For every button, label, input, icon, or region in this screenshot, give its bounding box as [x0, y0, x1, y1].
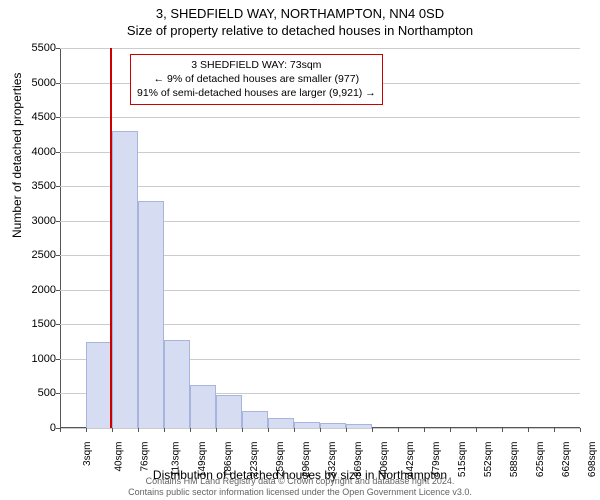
x-tick-mark — [346, 428, 347, 432]
y-tick-label: 2500 — [16, 249, 56, 261]
x-tick-mark — [138, 428, 139, 432]
x-tick-mark — [554, 428, 555, 432]
histogram-bar — [242, 411, 268, 428]
chart-title-subtitle: Size of property relative to detached ho… — [0, 23, 600, 38]
marker-line — [110, 48, 112, 428]
gridline-h — [60, 48, 580, 49]
annotation-line: ← 9% of detached houses are smaller (977… — [137, 72, 376, 86]
annotation-box: 3 SHEDFIELD WAY: 73sqm← 9% of detached h… — [130, 54, 383, 105]
y-tick-label: 0 — [16, 422, 56, 434]
y-tick-label: 5500 — [16, 42, 56, 54]
plot-area: 0500100015002000250030003500400045005000… — [60, 48, 580, 428]
x-tick-mark — [502, 428, 503, 432]
footer-line-2: Contains public sector information licen… — [0, 487, 600, 498]
x-tick-mark — [268, 428, 269, 432]
footer-attribution: Contains HM Land Registry data © Crown c… — [0, 476, 600, 498]
histogram-bar — [112, 131, 138, 428]
x-tick-mark — [190, 428, 191, 432]
x-tick-mark — [372, 428, 373, 432]
y-tick-mark — [56, 290, 60, 291]
x-tick-mark — [450, 428, 451, 432]
y-tick-label: 1500 — [16, 318, 56, 330]
histogram-bar — [164, 340, 190, 428]
chart-title-block: 3, SHEDFIELD WAY, NORTHAMPTON, NN4 0SD S… — [0, 0, 600, 38]
y-tick-mark — [56, 48, 60, 49]
x-tick-mark — [294, 428, 295, 432]
chart-area: 0500100015002000250030003500400045005000… — [60, 48, 580, 428]
y-axis-line — [60, 48, 61, 428]
footer-line-1: Contains HM Land Registry data © Crown c… — [0, 476, 600, 487]
y-tick-mark — [56, 117, 60, 118]
x-tick-mark — [424, 428, 425, 432]
y-tick-label: 4000 — [16, 146, 56, 158]
y-tick-label: 3000 — [16, 215, 56, 227]
histogram-bar — [190, 385, 216, 428]
y-tick-mark — [56, 152, 60, 153]
x-tick-mark — [580, 428, 581, 432]
y-tick-mark — [56, 324, 60, 325]
y-tick-mark — [56, 186, 60, 187]
gridline-h — [60, 117, 580, 118]
histogram-bar — [138, 201, 164, 428]
histogram-bar — [294, 422, 320, 428]
x-tick-mark — [476, 428, 477, 432]
y-tick-label: 2000 — [16, 284, 56, 296]
x-tick-label: 76sqm — [139, 442, 150, 472]
y-tick-label: 500 — [16, 387, 56, 399]
x-tick-mark — [528, 428, 529, 432]
histogram-bar — [268, 418, 294, 428]
y-tick-mark — [56, 255, 60, 256]
x-tick-mark — [164, 428, 165, 432]
x-tick-mark — [320, 428, 321, 432]
y-tick-mark — [56, 221, 60, 222]
y-tick-label: 4500 — [16, 111, 56, 123]
y-tick-mark — [56, 393, 60, 394]
y-tick-label: 5000 — [16, 77, 56, 89]
histogram-bar — [216, 395, 242, 428]
y-tick-label: 3500 — [16, 180, 56, 192]
x-tick-label: 3sqm — [82, 442, 93, 466]
x-tick-mark — [216, 428, 217, 432]
x-tick-mark — [60, 428, 61, 432]
histogram-bar — [346, 424, 372, 428]
annotation-line: 3 SHEDFIELD WAY: 73sqm — [137, 58, 376, 72]
x-tick-mark — [112, 428, 113, 432]
histogram-bar — [86, 342, 112, 428]
histogram-bar — [320, 423, 346, 428]
y-tick-mark — [56, 359, 60, 360]
x-tick-label: 40sqm — [114, 442, 125, 472]
y-tick-label: 1000 — [16, 353, 56, 365]
y-tick-mark — [56, 83, 60, 84]
annotation-line: 91% of semi-detached houses are larger (… — [137, 86, 376, 100]
chart-title-address: 3, SHEDFIELD WAY, NORTHAMPTON, NN4 0SD — [0, 6, 600, 21]
x-tick-mark — [86, 428, 87, 432]
x-tick-mark — [242, 428, 243, 432]
x-tick-mark — [398, 428, 399, 432]
